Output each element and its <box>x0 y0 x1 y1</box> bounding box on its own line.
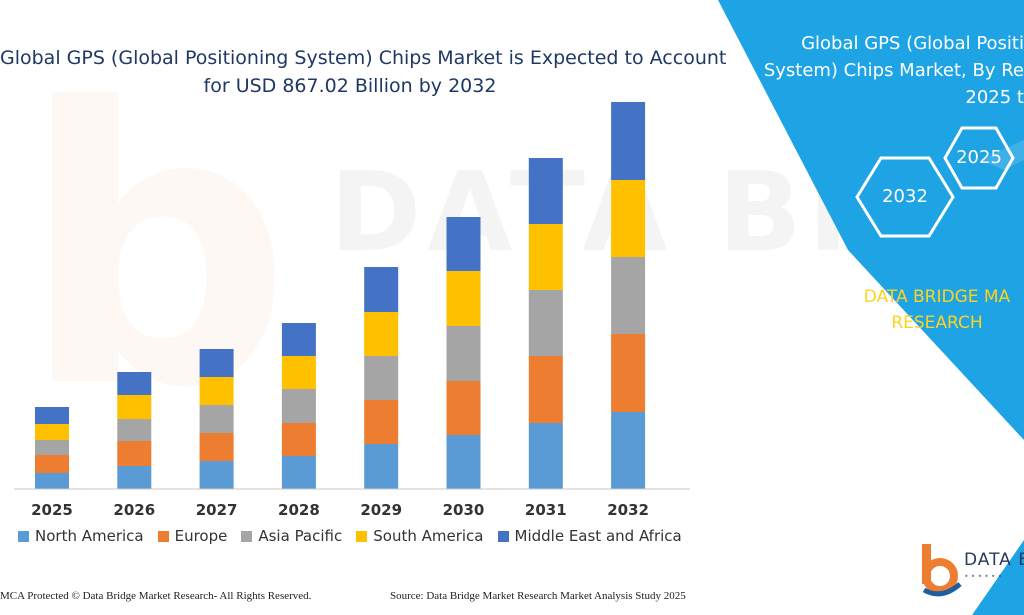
legend-item-europe: Europe <box>157 527 228 545</box>
bar-segment-2027-north-america <box>199 461 234 489</box>
bar-segment-2029-middle-east-and-africa <box>364 267 399 312</box>
copyright-note: MCA Protected © Data Bridge Market Resea… <box>0 590 312 602</box>
bar-segment-2032-south-america <box>611 180 646 257</box>
legend-label: Europe <box>174 527 228 545</box>
legend-item-middle-east-and-africa: Middle East and Africa <box>497 527 682 545</box>
bar-segment-2027-asia-pacific <box>199 405 234 433</box>
bar-segment-2031-middle-east-and-africa <box>528 158 563 224</box>
bar-segment-2025-asia-pacific <box>35 440 69 455</box>
logo-text: DATA B <box>964 550 1024 570</box>
bar-segment-2029-south-america <box>364 312 399 356</box>
bar-segment-2028-middle-east-and-africa <box>281 323 316 356</box>
legend-label: Asia Pacific <box>258 527 343 545</box>
panel-brand-line1: DATA BRIDGE MA <box>863 287 1011 307</box>
x-tick-label-2031: 2031 <box>525 501 567 519</box>
bar-segment-2030-south-america <box>446 271 481 326</box>
bar-segment-2027-south-america <box>199 377 234 405</box>
bar-segment-2027-middle-east-and-africa <box>199 349 234 377</box>
x-tick-label-2028: 2028 <box>278 501 320 519</box>
panel-brand-line2: RESEARCH <box>891 313 983 333</box>
x-tick-label-2026: 2026 <box>113 501 155 519</box>
bar-segment-2028-europe <box>281 423 316 456</box>
legend-swatch <box>356 530 368 542</box>
x-tick-label-2030: 2030 <box>443 501 485 519</box>
legend-item-asia-pacific: Asia Pacific <box>241 527 342 545</box>
hex-2025-label: 2025 <box>956 147 1002 168</box>
bar-segment-2025-europe <box>35 455 69 473</box>
legend-swatch <box>157 530 169 542</box>
legend-swatch <box>18 530 29 542</box>
chart-title: Global GPS (Global Positioning System) C… <box>0 44 727 100</box>
bar-segment-2026-north-america <box>117 466 152 489</box>
bar-segment-2028-north-america <box>281 456 316 489</box>
data-bridge-logo: DATA B •••••• <box>918 540 1024 600</box>
source-note: Source: Data Bridge Market Research Mark… <box>390 590 686 602</box>
x-tick-label-2025: 2025 <box>31 501 73 519</box>
bar-segment-2030-middle-east-and-africa <box>446 217 481 271</box>
bar-segment-2026-europe <box>117 441 152 466</box>
chart-bars <box>35 102 646 489</box>
bar-segment-2030-north-america <box>446 435 481 489</box>
bar-segment-2030-europe <box>446 381 481 435</box>
bar-segment-2028-south-america <box>281 356 316 389</box>
panel-brand-text: DATA BRIDGE MA RESEARCH <box>850 284 1024 336</box>
legend-label: South America <box>373 527 484 545</box>
hex-2032-label: 2032 <box>882 186 928 207</box>
bar-segment-2031-south-america <box>528 224 563 290</box>
bar-segment-2028-asia-pacific <box>281 389 316 423</box>
legend-swatch <box>497 530 509 542</box>
hex-2025-outline <box>943 126 1015 190</box>
hex-2032-outline <box>855 156 955 238</box>
chart-legend: North America Europe Asia Pacific South Ame… <box>18 527 682 545</box>
logo-subtext: •••••• <box>964 572 1005 581</box>
stacked-bar-chart: 2025 2026 2027 2028 2029 2030 2031 2032 <box>14 102 690 519</box>
bar-segment-2032-middle-east-and-africa <box>611 102 646 180</box>
x-tick-label-2032: 2032 <box>607 501 649 519</box>
watermark-b-logo: b <box>20 28 293 471</box>
bar-segment-2031-asia-pacific <box>528 290 563 356</box>
bar-segment-2025-north-america <box>35 473 69 489</box>
chart-title-line1: Global GPS (Global Positioning System) C… <box>0 47 727 69</box>
panel-title-line3: 2025 t <box>965 87 1024 108</box>
bar-segment-2032-north-america <box>611 412 646 489</box>
bar-segment-2026-south-america <box>117 395 152 419</box>
bar-segment-2025-south-america <box>35 424 69 440</box>
panel-title-line1: Global GPS (Global Positi <box>801 33 1024 54</box>
x-tick-label-2027: 2027 <box>196 501 238 519</box>
bar-segment-2026-middle-east-and-africa <box>117 372 152 395</box>
legend-item-south-america: South America <box>356 527 484 545</box>
x-axis-ticks: 2025 2026 2027 2028 2029 2030 2031 2032 <box>31 501 649 519</box>
bar-segment-2026-asia-pacific <box>117 419 152 441</box>
bar-segment-2025-middle-east-and-africa <box>35 407 69 424</box>
chart-title-line2: for USD 867.02 Billion by 2032 <box>203 75 497 97</box>
bar-segment-2031-europe <box>528 356 563 423</box>
bar-segment-2029-north-america <box>364 444 399 489</box>
bar-segment-2032-europe <box>611 334 646 412</box>
bar-segment-2031-north-america <box>528 423 563 489</box>
bar-segment-2030-asia-pacific <box>446 326 481 381</box>
panel-title: Global GPS (Global Positi System) Chips … <box>752 30 1024 111</box>
legend-item-north-america: North America <box>18 527 144 545</box>
legend-label: Middle East and Africa <box>514 527 682 545</box>
legend-swatch <box>241 530 253 542</box>
data-bridge-b-logo-icon <box>922 544 962 597</box>
bar-segment-2032-asia-pacific <box>611 257 646 334</box>
panel-decor-shape <box>980 140 1024 170</box>
panel-title-line2: System) Chips Market, By Re <box>763 60 1024 81</box>
bar-segment-2029-europe <box>364 400 399 444</box>
x-tick-label-2029: 2029 <box>360 501 402 519</box>
bar-segment-2027-europe <box>199 433 234 461</box>
bar-segment-2029-asia-pacific <box>364 356 399 400</box>
legend-label: North America <box>35 527 144 545</box>
